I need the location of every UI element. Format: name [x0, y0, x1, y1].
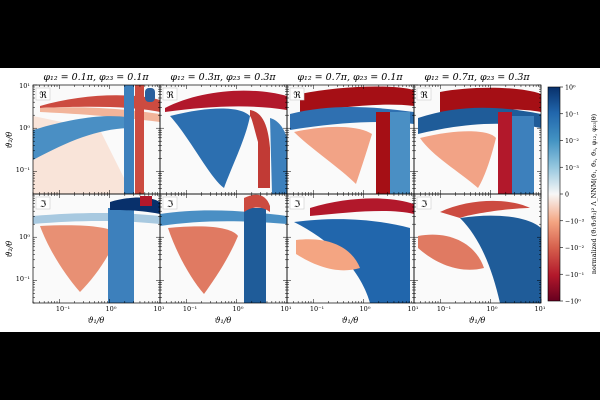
y-tick-labels: 10¹ 10⁰ 10⁻¹ 10⁰ 10⁻¹ [16, 82, 31, 283]
part-label-box: ℑ [289, 196, 305, 210]
colorbar-tick-label: −10⁻¹ [565, 272, 585, 279]
part-label-box: ℑ [162, 196, 178, 210]
part-label-box: ℜ [289, 87, 305, 101]
x-tick-label: 10¹ [281, 305, 292, 313]
colorbar [547, 86, 561, 302]
colorbar-tick-label: −10⁻² [565, 245, 585, 252]
chart-svg: φ₁₂ = 0.1π, φ₂₃ = 0.1π φ₁₂ = 0.3π, φ₂₃ =… [5, 72, 598, 325]
part-label-box: ℑ [35, 196, 51, 210]
y-tick-label: 10⁰ [19, 233, 30, 241]
panel-real-1 [33, 85, 160, 194]
x-tick-label: 10¹ [408, 305, 419, 313]
y-tick-label: 10⁰ [19, 124, 30, 132]
colorbar-label: normalized (ϑ₁ϑ₂ϑ₃)² Λ_NNM(ϑ₁, ϑ₂, ϑ₃, φ… [591, 114, 598, 274]
x-tick-label: 10¹ [154, 305, 165, 313]
column-title: φ₁₂ = 0.1π, φ₂₃ = 0.1π [43, 72, 149, 83]
x-tick-label: 10⁰ [487, 305, 498, 313]
x-axis-label: ϑ₁/θ [469, 316, 486, 325]
column-title: φ₁₂ = 0.3π, φ₂₃ = 0.3π [170, 72, 276, 83]
panel-imag-3 [287, 194, 414, 303]
part-label-box: ℜ [162, 87, 178, 101]
colorbar-ticks: 10⁰ 10⁻¹ 10⁻² 10⁻³ 0 −10⁻³ −10⁻² −10⁻¹ −10⁰ [560, 85, 585, 306]
x-tick-label: 10⁻¹ [437, 305, 452, 313]
x-axis-label: ϑ₁/θ [342, 316, 359, 325]
y-tick-label: 10¹ [19, 82, 30, 90]
x-axis-label: ϑ₁/θ [88, 316, 105, 325]
panel-frames [32, 84, 542, 304]
column-title: φ₁₂ = 0.7π, φ₂₃ = 0.3π [424, 72, 530, 83]
panel-real-4 [414, 85, 541, 194]
panel-imag-4 [414, 194, 541, 303]
part-label-real: ℜ [166, 91, 174, 101]
y-axis-label: ϑ₂/θ [5, 241, 14, 258]
colorbar-tick-label: 10⁻² [565, 138, 579, 145]
panel-frame [413, 193, 542, 304]
x-axis-label: ϑ₁/θ [215, 316, 232, 325]
colorbar-tick-label: −10⁰ [565, 299, 581, 306]
panel-real-3 [287, 85, 414, 194]
x-tick-labels: 10⁻¹ 10⁰ 10¹ 10⁻¹ 10⁰ 10¹ 10⁻¹ 10⁰ 10¹ 1… [56, 305, 546, 313]
part-label-imag: ℑ [421, 200, 427, 210]
x-tick-label: 10⁻¹ [56, 305, 71, 313]
column-title: φ₁₂ = 0.7π, φ₂₃ = 0.1π [297, 72, 403, 83]
colorbar-tick-label: 10⁻³ [565, 165, 579, 172]
colorbar-tick-label: 10⁰ [565, 85, 576, 92]
part-label-box: ℑ [416, 196, 432, 210]
part-label-box: ℜ [35, 87, 51, 101]
x-tick-label: 10⁰ [106, 305, 117, 313]
panel-imag-2 [160, 194, 287, 303]
x-tick-label: 10⁻¹ [310, 305, 325, 313]
figure: φ₁₂ = 0.1π, φ₂₃ = 0.1π φ₁₂ = 0.3π, φ₂₃ =… [0, 68, 600, 332]
y-tick-label: 10⁻¹ [16, 166, 31, 174]
y-tick-label: 10⁻¹ [16, 275, 31, 283]
panel-real-2 [160, 85, 287, 194]
part-label-imag: ℑ [167, 200, 173, 210]
part-label-imag: ℑ [294, 200, 300, 210]
part-label-real: ℜ [420, 91, 428, 101]
part-label-real: ℜ [39, 91, 47, 101]
part-label-box: ℜ [416, 87, 432, 101]
panel-imag-1 [33, 194, 160, 303]
part-label-imag: ℑ [40, 200, 46, 210]
part-label-real: ℜ [293, 91, 301, 101]
x-tick-label: 10¹ [535, 305, 546, 313]
colorbar-tick-label: 10⁻¹ [565, 111, 579, 118]
x-tick-label: 10⁰ [233, 305, 244, 313]
x-tick-label: 10⁰ [360, 305, 371, 313]
y-axis-label: ϑ₂/θ [5, 132, 14, 149]
x-tick-label: 10⁻¹ [183, 305, 198, 313]
colorbar-tick-label: 0 [565, 192, 569, 199]
colorbar-tick-label: −10⁻³ [565, 218, 585, 225]
